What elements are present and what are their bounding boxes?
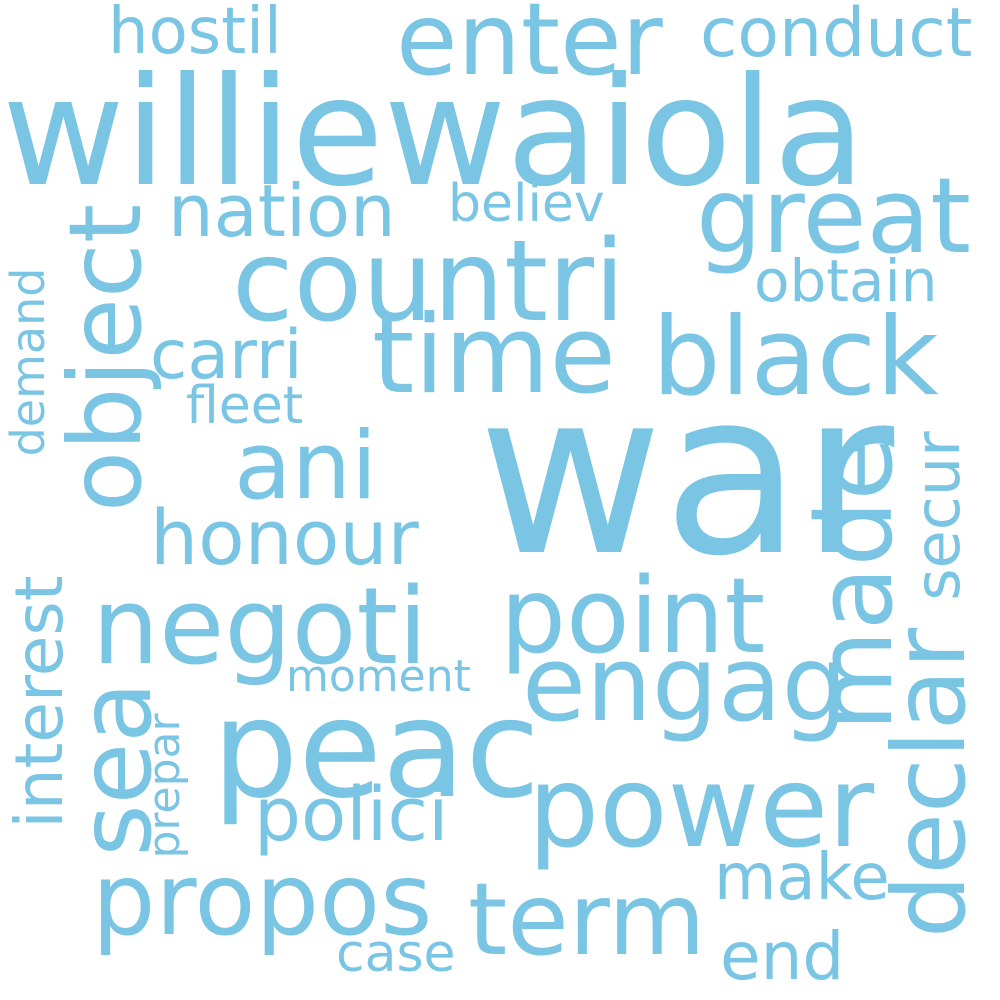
word-polici: polici xyxy=(254,772,449,858)
word-hostil: hostil xyxy=(108,0,282,69)
word-great: great xyxy=(696,155,971,277)
word-carri: carri xyxy=(150,316,303,395)
word-secur: secur xyxy=(901,431,974,601)
word-object: object xyxy=(47,203,164,513)
word-demand: demand xyxy=(1,267,55,457)
word-propos: propos xyxy=(92,841,433,958)
word-ani: ani xyxy=(234,412,378,521)
word-end: end xyxy=(720,918,845,995)
word-black: black xyxy=(652,295,939,420)
word-time: time xyxy=(372,293,617,418)
word-make: make xyxy=(714,841,890,915)
word-power: power xyxy=(528,743,875,873)
word-obtain: obtain xyxy=(754,247,938,315)
word-moment: moment xyxy=(286,651,471,702)
word-williewaiola: williewaiola xyxy=(2,46,866,220)
word-declar: declar xyxy=(871,627,988,939)
word-nation: nation xyxy=(168,169,396,253)
word-engag: engag xyxy=(522,623,848,745)
word-enter: enter xyxy=(396,0,663,98)
word-honour: honour xyxy=(150,493,419,582)
word-countri: countri xyxy=(232,217,626,347)
word-term: term xyxy=(468,861,706,978)
word-believ: believ xyxy=(448,174,605,234)
word-fleet: fleet xyxy=(186,376,304,436)
word-case: case xyxy=(336,924,456,984)
word-peac: peac xyxy=(212,671,541,829)
word-prepar: prepar xyxy=(139,713,190,859)
word-war: war xyxy=(478,343,895,606)
word-point: point xyxy=(500,555,766,677)
word-conduct: conduct xyxy=(700,0,973,73)
word-negoti: negoti xyxy=(92,565,428,688)
